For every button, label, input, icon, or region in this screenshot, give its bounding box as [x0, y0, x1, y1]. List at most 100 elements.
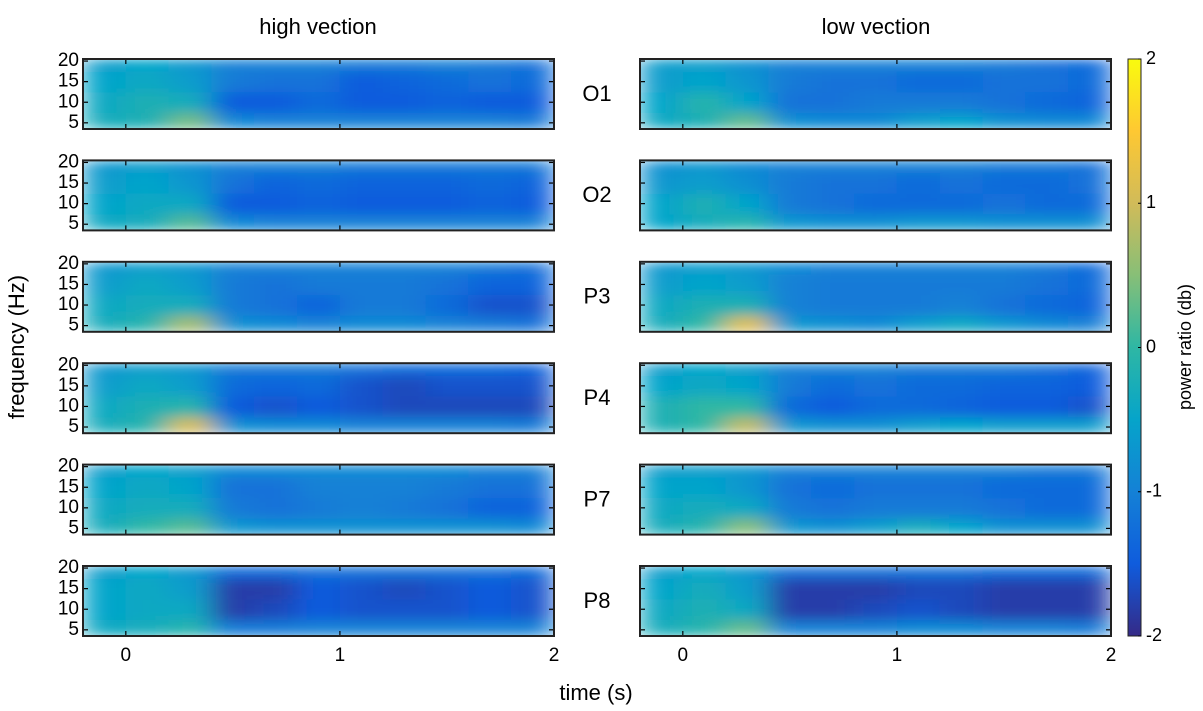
heatmap-cell	[811, 598, 855, 621]
heatmap-cell	[339, 619, 384, 636]
heatmap-cell	[725, 566, 769, 579]
heatmap-cell	[339, 363, 384, 377]
heatmap-cell	[297, 476, 341, 499]
heatmap-cell	[382, 566, 427, 579]
heatmap-cell	[768, 396, 812, 418]
heatmap-cell	[854, 193, 898, 215]
heatmap-cell	[468, 213, 512, 231]
heatmap-cell	[211, 578, 255, 600]
heatmap-cell	[339, 396, 384, 418]
heatmap-cell	[254, 476, 298, 499]
heatmap-cell	[297, 112, 341, 129]
heatmap-cell	[768, 91, 812, 114]
heatmap-cell	[1025, 294, 1069, 316]
heatmap-cell	[854, 363, 898, 377]
heatmap-cell	[254, 294, 298, 316]
heatmap-cell	[768, 213, 812, 231]
heatmap-cell	[211, 464, 255, 478]
heatmap-cell	[896, 619, 941, 636]
heatmap-cell	[83, 497, 127, 519]
heatmap-cell	[1068, 112, 1111, 129]
heatmap-cell	[896, 375, 941, 397]
heatmap-cell	[768, 497, 812, 519]
heatmap-cell	[725, 315, 769, 332]
heatmap-cell	[640, 578, 684, 600]
heatmap-cell	[83, 91, 127, 114]
y-tick-label: 5	[68, 213, 79, 234]
heatmap-cell	[939, 160, 984, 174]
heatmap-cell	[854, 294, 898, 316]
heatmap-cell	[682, 598, 727, 621]
row-label: O1	[582, 81, 611, 106]
y-tick-label: 20	[58, 50, 79, 71]
heatmap-cell	[425, 518, 469, 535]
heatmap-cell	[982, 274, 1026, 296]
heatmap-cell	[254, 172, 298, 194]
heatmap-cell	[168, 261, 212, 275]
heatmap	[83, 566, 554, 636]
heatmap	[640, 363, 1111, 434]
heatmap-cell	[125, 193, 170, 215]
heatmap-cell	[1025, 396, 1069, 418]
heatmap-cell	[768, 294, 812, 316]
heatmap-cell	[425, 375, 469, 397]
panel-frame	[639, 260, 1112, 333]
heatmap-cell	[211, 193, 255, 215]
y-tick-label: 15	[58, 578, 79, 599]
heatmap-cell	[768, 518, 812, 535]
heatmap-cell	[83, 71, 127, 93]
heatmap-cell	[511, 363, 554, 377]
heatmap-cell	[725, 363, 769, 377]
heatmap-cell	[297, 375, 341, 397]
heatmap-cell	[725, 261, 769, 275]
heatmap-cell	[468, 71, 512, 93]
heatmap-cell	[468, 261, 512, 275]
heatmap-cell	[297, 416, 341, 434]
heatmap-cell	[339, 578, 384, 600]
heatmap-cell	[896, 566, 941, 579]
heatmap-cell	[125, 261, 170, 275]
heatmap-cell	[811, 416, 855, 434]
heatmap-cell	[297, 294, 341, 316]
heatmap-cell	[1068, 193, 1111, 215]
heatmap-cell	[939, 71, 984, 93]
heatmap-cell	[211, 598, 255, 621]
heatmap-cell	[725, 464, 769, 478]
heatmap-cell	[982, 261, 1026, 275]
y-tick-label: 15	[58, 172, 79, 193]
heatmap-cell	[425, 59, 469, 72]
heatmap-cell	[425, 396, 469, 418]
heatmap-cell	[339, 375, 384, 397]
heatmap-cell	[640, 91, 684, 114]
heatmap-cell	[125, 598, 170, 621]
heatmap-cell	[1068, 91, 1111, 114]
heatmap	[640, 566, 1111, 636]
heatmap-cell	[1068, 416, 1111, 434]
heatmap	[83, 160, 554, 231]
y-tick-label: 15	[58, 476, 79, 497]
heatmap-cell	[682, 294, 727, 316]
heatmap-cell	[254, 363, 298, 377]
heatmap-cell	[211, 566, 255, 579]
heatmap-cell	[1068, 261, 1111, 275]
heatmap-cell	[511, 112, 554, 129]
heatmap-cell	[511, 566, 554, 579]
heatmap-cell	[425, 294, 469, 316]
heatmap-cell	[511, 464, 554, 478]
heatmap-cell	[1068, 363, 1111, 377]
heatmap-cell	[725, 71, 769, 93]
heatmap-cell	[982, 112, 1026, 129]
heatmap-cell	[939, 294, 984, 316]
heatmap-cell	[1068, 598, 1111, 621]
heatmap-cell	[211, 294, 255, 316]
heatmap-cell	[125, 619, 170, 636]
heatmap-cell	[896, 363, 941, 377]
heatmap-cell	[382, 476, 427, 499]
heatmap-cell	[854, 59, 898, 72]
heatmap-cell	[1025, 416, 1069, 434]
heatmap-cell	[211, 172, 255, 194]
heatmap-cell	[854, 464, 898, 478]
heatmap-cell	[254, 578, 298, 600]
heatmap-cell	[1068, 497, 1111, 519]
heatmap-cell	[339, 315, 384, 332]
